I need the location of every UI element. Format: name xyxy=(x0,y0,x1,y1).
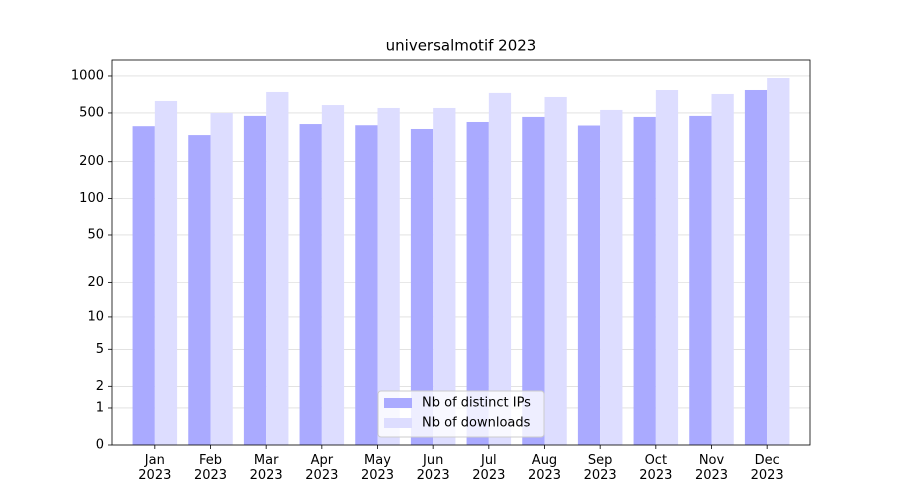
bar xyxy=(266,91,289,445)
bar xyxy=(633,116,656,445)
x-tick-label: Apr 2023 xyxy=(305,453,339,483)
bar xyxy=(600,109,623,445)
y-tick-label: 2 xyxy=(96,379,104,394)
y-tick-label: 500 xyxy=(79,105,104,120)
legend-label: Nb of distinct IPs xyxy=(422,396,531,411)
x-tick-label: Aug 2023 xyxy=(527,453,562,483)
bar xyxy=(132,126,155,445)
bar xyxy=(744,89,768,446)
x-tick-label: Feb 2023 xyxy=(193,453,228,483)
bar xyxy=(299,124,322,445)
bar xyxy=(689,115,712,445)
y-tick-label: 100 xyxy=(79,191,104,206)
x-tick-label: Oct 2023 xyxy=(639,453,673,483)
x-tick-label: Jan 2023 xyxy=(138,453,172,483)
legend-label: Nb of downloads xyxy=(422,416,531,431)
y-tick-label: 5 xyxy=(96,342,104,357)
bar xyxy=(210,112,233,445)
y-tick-label: 20 xyxy=(87,275,104,290)
bar xyxy=(321,105,345,446)
bar xyxy=(243,115,267,445)
bar xyxy=(655,89,679,446)
bar xyxy=(711,93,734,445)
y-tick-label: 0 xyxy=(96,438,104,453)
bar xyxy=(188,135,211,445)
bar xyxy=(154,100,178,446)
x-tick-label: Mar 2023 xyxy=(249,453,283,483)
bar xyxy=(466,121,489,445)
plot-frame xyxy=(111,59,811,446)
legend-box xyxy=(377,390,545,438)
x-tick-label: Jul 2023 xyxy=(472,453,506,483)
bar xyxy=(767,77,790,445)
y-tick-label: 50 xyxy=(87,227,104,242)
y-tick-label: 1000 xyxy=(71,68,104,83)
bar xyxy=(488,92,512,446)
x-tick-label: Nov 2023 xyxy=(694,453,729,483)
bar xyxy=(544,96,567,445)
x-tick-label: May 2023 xyxy=(360,453,395,483)
bar xyxy=(355,125,378,445)
x-tick-label: Sep 2023 xyxy=(583,453,617,483)
y-tick-label: 10 xyxy=(87,309,104,324)
chart-title: universalmotif 2023 xyxy=(386,37,537,55)
y-tick-label: 1 xyxy=(96,400,104,415)
bar xyxy=(577,125,601,445)
bar xyxy=(433,107,456,445)
legend-swatch xyxy=(384,398,412,408)
bar xyxy=(410,128,434,445)
y-tick-label: 200 xyxy=(79,154,104,169)
legend-swatch xyxy=(384,418,412,428)
bar xyxy=(377,107,400,445)
x-tick-label: Dec 2023 xyxy=(750,453,784,483)
x-tick-label: Jun 2023 xyxy=(416,453,450,483)
bar xyxy=(522,116,545,445)
